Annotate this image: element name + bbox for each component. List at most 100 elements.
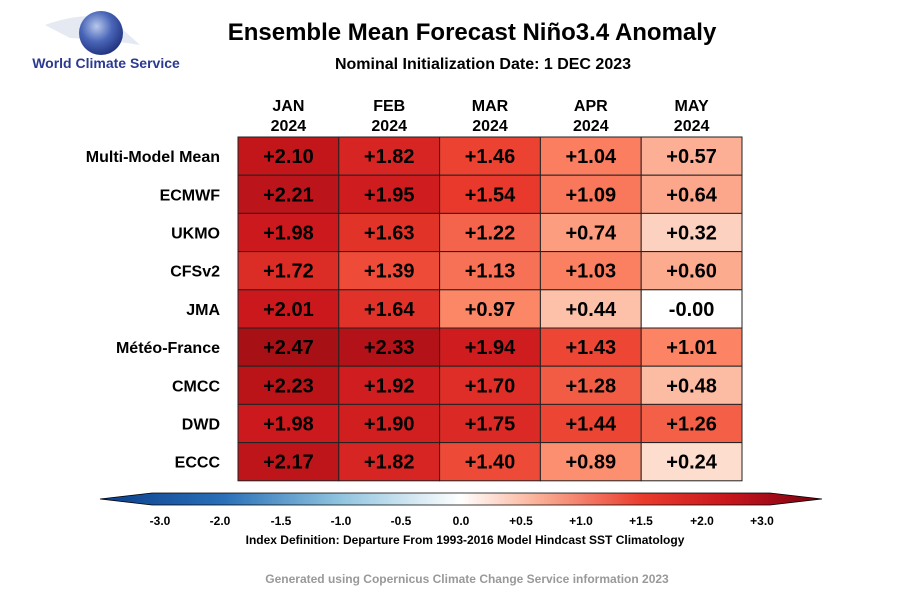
- heatmap-cell: +1.98: [237, 212, 340, 253]
- heatmap-cells: +2.10 +1.82 +1.46 +1.04 +0.57 +2.21 +1.95 +1.54…: [237, 136, 743, 482]
- heatmap-cell: +2.01: [237, 289, 340, 329]
- cell-fill: [640, 212, 743, 253]
- heatmap-cell: +0.32: [640, 212, 743, 253]
- column-header-month: APR: [574, 98, 608, 115]
- cell-fill: [640, 174, 743, 214]
- cell-fill: [237, 327, 340, 367]
- logo: World Climate Service: [32, 11, 180, 71]
- cell-value-label: +1.04: [565, 146, 616, 168]
- heatmap-cell: +2.47: [237, 327, 340, 367]
- row-label: ECCC: [175, 455, 221, 472]
- colorbar-tick-label: +2.0: [690, 514, 714, 528]
- heatmap-cell: +1.63: [338, 212, 441, 253]
- row-label: CMCC: [172, 378, 220, 395]
- row-label: DWD: [182, 417, 220, 434]
- cell-value-label: +0.97: [465, 299, 516, 321]
- heatmap-cell: +1.90: [338, 403, 441, 444]
- colorbar-tick-label: +1.0: [569, 514, 593, 528]
- heatmap-cell: +1.28: [539, 365, 642, 405]
- cell-value-label: +1.43: [565, 337, 616, 359]
- cell-fill: [338, 403, 441, 444]
- cell-value-label: +1.82: [364, 146, 415, 168]
- cell-fill: [338, 365, 441, 405]
- cell-value-label: +1.26: [666, 414, 717, 436]
- cell-fill: [439, 365, 541, 405]
- heatmap-cell: +1.72: [237, 251, 340, 291]
- cell-value-label: +1.92: [364, 375, 415, 397]
- colorbar-tick-label: 0.0: [453, 514, 470, 528]
- cell-fill: [539, 174, 642, 214]
- cell-fill: [539, 212, 642, 253]
- heatmap-cell: +2.17: [237, 442, 340, 482]
- heatmap-cell: +1.43: [539, 327, 642, 367]
- heatmap-cell: +0.24: [640, 442, 743, 482]
- heatmap-cell: +1.64: [338, 289, 441, 329]
- cell-fill: [439, 403, 541, 444]
- colorbar-tick-label: -0.5: [391, 514, 412, 528]
- cell-value-label: +1.44: [565, 414, 616, 436]
- column-header-year: 2024: [674, 118, 710, 135]
- cell-fill: [237, 403, 340, 444]
- cell-value-label: +1.98: [263, 223, 314, 245]
- cell-fill: [539, 289, 642, 329]
- heatmap-cell: +2.33: [338, 327, 441, 367]
- heatmap-cell: +1.46: [439, 136, 541, 176]
- heatmap-cell: +1.03: [539, 251, 642, 291]
- cell-fill: [237, 212, 340, 253]
- row-labels: Multi-Model Mean ECMWF UKMO CFSv2 JMA Météo-F…: [86, 149, 221, 472]
- colorbar-tick-label: -3.0: [150, 514, 171, 528]
- cell-value-label: +1.46: [465, 146, 516, 168]
- colorbar-ticks: -3.0 -2.0 -1.5 -1.0 -0.5 0.0 +0.5 +1.0 +1.5 +2.0 +…: [150, 514, 775, 528]
- row-label: JMA: [186, 302, 220, 319]
- cell-value-label: +1.75: [465, 414, 516, 436]
- cell-value-label: +1.95: [364, 184, 415, 206]
- cell-value-label: +1.98: [263, 414, 314, 436]
- cell-fill: [539, 327, 642, 367]
- row-label: CFSv2: [170, 264, 220, 281]
- column-headers: JAN 2024 FEB 2024 MAR 2024 APR 2024 MAY 2024: [271, 98, 710, 135]
- heatmap-cell: +1.94: [439, 327, 541, 367]
- heatmap-cell: +1.92: [338, 365, 441, 405]
- cell-value-label: +2.01: [263, 299, 314, 321]
- cell-value-label: +1.40: [465, 452, 516, 474]
- row-label: UKMO: [171, 226, 220, 243]
- cell-value-label: +2.23: [263, 375, 314, 397]
- heatmap-cell: +1.39: [338, 251, 441, 291]
- chart-subtitle: Nominal Initialization Date: 1 DEC 2023: [335, 56, 631, 73]
- column-header-year: 2024: [371, 118, 407, 135]
- heatmap-cell: +1.04: [539, 136, 642, 176]
- heatmap-cell: +1.26: [640, 403, 743, 444]
- cell-fill: [338, 136, 441, 176]
- chart-title: Ensemble Mean Forecast Niño3.4 Anomaly: [228, 19, 717, 46]
- cell-value-label: +2.10: [263, 146, 314, 168]
- column-header-month: FEB: [373, 98, 405, 115]
- colorbar-tick-label: -1.5: [271, 514, 292, 528]
- cell-value-label: +1.22: [465, 223, 516, 245]
- row-label: ECMWF: [160, 187, 221, 204]
- heatmap-cell: +0.57: [640, 136, 743, 176]
- cell-value-label: +1.28: [565, 375, 616, 397]
- heatmap-cell: +1.54: [439, 174, 541, 214]
- heatmap-cell: +1.95: [338, 174, 441, 214]
- heatmap-cell: +1.98: [237, 403, 340, 444]
- colorbar-tick-label: +0.5: [509, 514, 533, 528]
- row-label: Météo-France: [116, 340, 220, 357]
- heatmap-cell: +1.22: [439, 212, 541, 253]
- cell-value-label: +2.47: [263, 337, 314, 359]
- column-header-year: 2024: [573, 118, 609, 135]
- cell-fill: [640, 442, 743, 482]
- colorbar-bar: [99, 492, 823, 506]
- cell-value-label: +1.72: [263, 261, 314, 283]
- heatmap-cell: +1.82: [338, 136, 441, 176]
- cell-fill: [439, 212, 541, 253]
- cell-fill: [640, 136, 743, 176]
- cell-value-label: +1.39: [364, 261, 415, 283]
- colorbar-label: Index Definition: Departure From 1993-20…: [246, 533, 685, 547]
- cell-fill: [640, 327, 743, 367]
- column-header-year: 2024: [271, 118, 307, 135]
- cell-value-label: +0.48: [666, 375, 717, 397]
- heatmap-cell: +1.01: [640, 327, 743, 367]
- cell-value-label: +1.09: [565, 184, 616, 206]
- heatmap-cell: +2.10: [237, 136, 340, 176]
